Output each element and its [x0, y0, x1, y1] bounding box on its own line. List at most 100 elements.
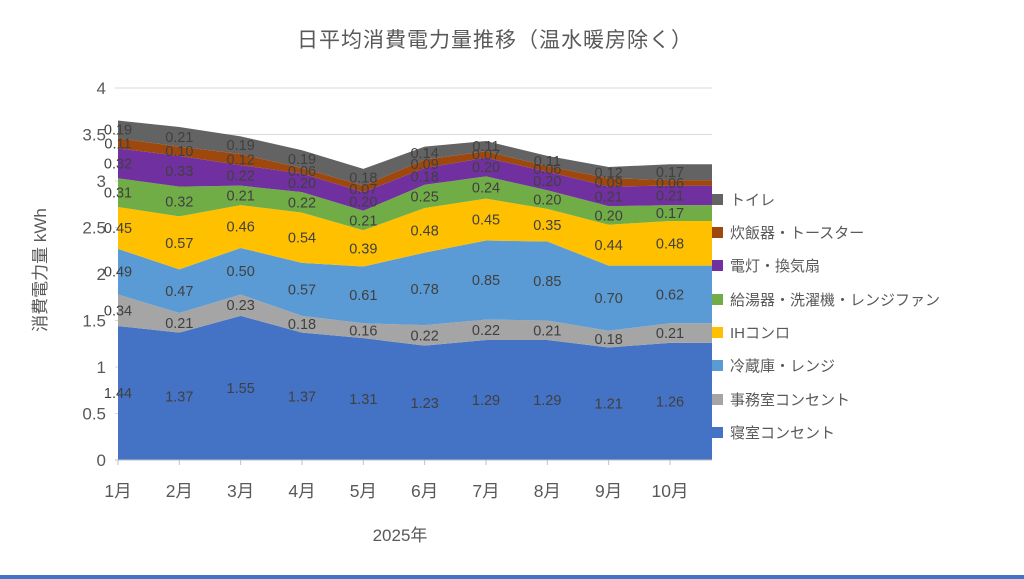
legend-item-toilet: トイレ [712, 188, 940, 210]
data-label: 0.21 [595, 189, 623, 205]
data-label: 0.24 [472, 181, 500, 197]
legend-label: 事務室コンセント [730, 391, 851, 409]
data-label: 0.19 [104, 122, 132, 138]
data-label: 0.11 [534, 154, 561, 170]
y-tick-label: 2.5 [82, 219, 106, 238]
data-label: 1.44 [104, 386, 132, 402]
bottom-edge-bar [0, 575, 1024, 579]
legend-item-bedroom-outlet: 寝室コンセント [712, 422, 940, 444]
x-tick-label: 9月 [595, 481, 622, 501]
legend-item-fridge-microwave: 冷蔵庫・レンジ [712, 355, 940, 377]
area-series-寝室コンセント [118, 315, 712, 460]
data-label: 0.57 [288, 282, 316, 298]
y-tick-label: 1.5 [82, 312, 106, 331]
data-label: 0.33 [165, 164, 193, 180]
data-label: 1.31 [349, 392, 377, 408]
data-label: 0.11 [472, 139, 499, 155]
legend-label: 寝室コンセント [730, 425, 836, 443]
legend-label: 炊飯器・トースター [730, 224, 865, 242]
data-label: 1.37 [288, 389, 316, 405]
legend: トイレ 炊飯器・トースター 電灯・換気扇 給湯器・洗濯機・レンジファン IHコン… [712, 188, 940, 444]
data-label: 0.16 [349, 324, 377, 340]
data-label: 1.21 [595, 397, 623, 413]
data-label: 0.17 [656, 206, 684, 222]
legend-item-ih-stove: IHコンロ [712, 322, 940, 344]
x-tick-label: 6月 [411, 481, 438, 501]
y-tick-label: 3.5 [82, 126, 106, 145]
x-tick-label: 7月 [472, 481, 499, 501]
data-label: 0.57 [165, 236, 193, 252]
data-label: 0.34 [104, 303, 132, 319]
data-label: 0.18 [349, 170, 377, 186]
x-tick-label: 8月 [534, 481, 561, 501]
data-label: 0.31 [104, 186, 132, 202]
data-label: 0.22 [472, 323, 500, 339]
legend-label: トイレ [730, 191, 776, 209]
data-label: 0.85 [533, 274, 561, 290]
data-label: 0.22 [411, 328, 439, 344]
data-label: 0.45 [472, 213, 500, 229]
data-label: 0.09 [411, 157, 439, 173]
data-label: 0.18 [595, 332, 623, 348]
data-label: 1.26 [656, 394, 684, 410]
legend-label: 冷蔵庫・レンジ [730, 358, 836, 376]
data-label: 0.11 [104, 136, 131, 152]
legend-swatch-icon [712, 360, 723, 372]
data-label: 0.18 [411, 169, 439, 185]
data-label: 0.21 [227, 188, 255, 204]
data-label: 0.48 [656, 236, 684, 252]
area-series-事務室コンセント [118, 294, 712, 348]
data-label: 0.10 [165, 144, 193, 160]
area-series-電灯・換気扇 [118, 148, 712, 211]
area-series-給湯器・洗濯機・レンジファン [118, 176, 712, 231]
x-tick-label: 5月 [350, 481, 377, 501]
data-label: 0.61 [349, 288, 377, 304]
y-tick-label: 1 [97, 358, 106, 377]
data-label: 0.25 [411, 189, 439, 205]
x-tick-label: 3月 [227, 481, 254, 501]
data-label: 0.54 [288, 231, 316, 247]
data-label: 0.06 [288, 164, 316, 180]
data-label: 0.78 [411, 282, 439, 298]
data-label: 1.37 [165, 389, 193, 405]
area-series-トイレ [118, 120, 712, 186]
data-label: 0.21 [349, 214, 377, 230]
data-label: 0.20 [472, 160, 500, 176]
data-label: 0.07 [349, 182, 377, 198]
legend-label: IHコンロ [730, 325, 791, 343]
data-label: 0.20 [349, 194, 377, 210]
data-label: 0.20 [533, 174, 561, 190]
y-tick-label: 3 [97, 172, 106, 191]
y-tick-label: 0.5 [82, 405, 106, 424]
legend-item-lights-fan: 電灯・換気扇 [712, 255, 940, 277]
data-label: 0.35 [533, 218, 561, 234]
legend-swatch-icon [712, 293, 723, 305]
data-label: 0.45 [104, 221, 132, 237]
y-tick-label: 4 [97, 79, 106, 98]
legend-label: 電灯・換気扇 [730, 258, 821, 276]
legend-label: 給湯器・洗濯機・レンジファン [730, 291, 941, 309]
data-label: 0.21 [656, 326, 684, 342]
data-label: 0.46 [227, 220, 255, 236]
data-label: 0.32 [104, 156, 132, 172]
legend-swatch-icon [712, 427, 723, 439]
data-label: 0.23 [227, 298, 255, 314]
x-axis-title: 2025年 [372, 526, 428, 545]
data-label: 0.62 [656, 287, 684, 303]
x-tick-label: 2月 [166, 481, 193, 501]
data-label: 0.39 [349, 241, 377, 257]
x-tick-label: 10月 [652, 481, 689, 501]
x-tick-label: 4月 [288, 481, 315, 501]
area-series-IHコンロ [118, 198, 712, 270]
area-series-冷蔵庫・レンジ [118, 240, 712, 331]
data-label: 0.20 [595, 208, 623, 224]
data-label: 1.23 [411, 396, 439, 412]
legend-swatch-icon [712, 260, 723, 272]
y-tick-label: 0 [97, 451, 106, 470]
legend-swatch-icon [712, 393, 723, 405]
data-label: 0.70 [595, 291, 623, 307]
data-label: 1.29 [472, 393, 500, 409]
data-label: 0.21 [533, 323, 561, 339]
data-label: 1.29 [533, 393, 561, 409]
